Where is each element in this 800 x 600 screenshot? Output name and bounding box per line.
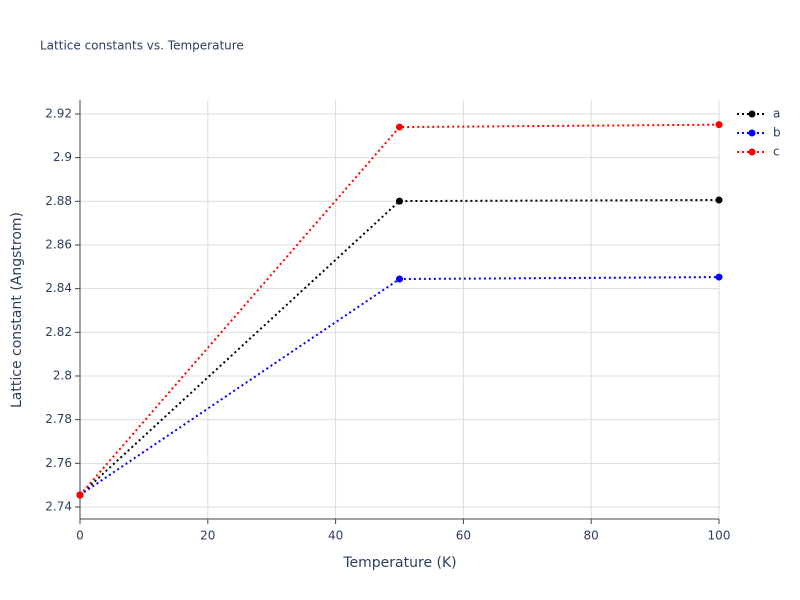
y-tick-label: 2.84 xyxy=(45,281,72,295)
x-tick-label: 80 xyxy=(584,529,599,543)
legend-label: b xyxy=(773,126,781,140)
y-tick-label: 2.82 xyxy=(45,325,72,339)
legend-marker xyxy=(748,148,756,156)
data-point xyxy=(715,196,723,204)
legend-label: a xyxy=(773,107,780,121)
series-line xyxy=(79,123,720,496)
series-line xyxy=(79,199,720,496)
y-axis-label: Lattice constant (Angstrom) xyxy=(9,212,25,408)
legend-label: c xyxy=(773,145,780,159)
y-tick-label: 2.74 xyxy=(45,499,72,513)
x-tick-label: 40 xyxy=(328,529,343,543)
y-tick-label: 2.88 xyxy=(45,194,72,208)
x-tick-label: 0 xyxy=(76,529,84,543)
data-point xyxy=(396,123,403,131)
data-point xyxy=(396,275,403,283)
data-point xyxy=(76,491,84,499)
data-point xyxy=(715,273,723,281)
y-tick-label: 2.9 xyxy=(53,150,72,164)
legend-marker xyxy=(748,110,756,118)
legend-marker xyxy=(748,129,756,137)
x-axis-label: Temperature (K) xyxy=(342,555,456,571)
x-tick-label: 60 xyxy=(456,529,471,543)
x-tick-label: 100 xyxy=(708,529,731,543)
data-point xyxy=(396,197,403,205)
y-tick-label: 2.92 xyxy=(45,106,72,120)
y-tick-label: 2.8 xyxy=(53,368,72,382)
x-tick-label: 20 xyxy=(200,529,215,543)
y-tick-label: 2.76 xyxy=(45,456,72,470)
chart-title: Lattice constants vs. Temperature xyxy=(40,39,244,53)
y-tick-label: 2.86 xyxy=(45,237,72,251)
y-tick-label: 2.78 xyxy=(45,412,72,426)
data-point xyxy=(715,121,723,129)
